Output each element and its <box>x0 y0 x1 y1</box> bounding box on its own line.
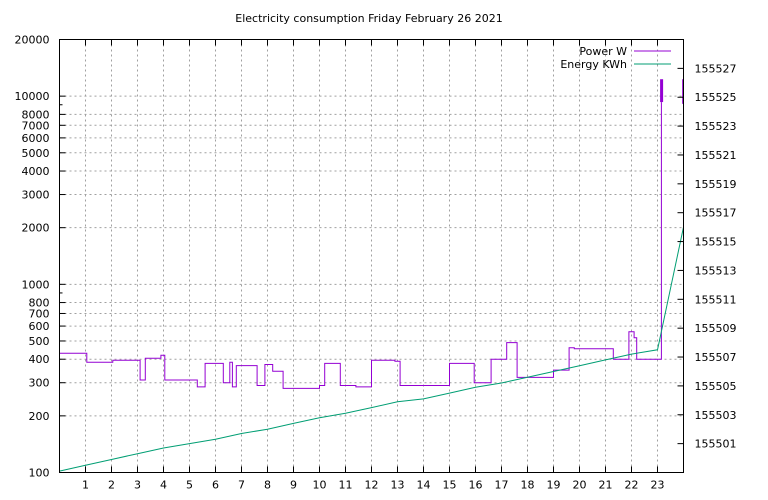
y-left-tick-label: 7000 <box>22 119 50 132</box>
legend-label-power: Power W <box>579 45 627 58</box>
y-right-tick-label: 155527 <box>695 62 737 75</box>
y-right-tick-label: 155525 <box>695 91 737 104</box>
plot-series <box>59 79 684 472</box>
energy-series-line <box>59 226 684 472</box>
x-tick-label: 15 <box>443 479 457 492</box>
legend: Power W Energy KWh <box>560 45 671 71</box>
x-tick-label: 10 <box>313 479 327 492</box>
x-tick-label: 17 <box>495 479 509 492</box>
y-left-tick-label: 100 <box>29 467 50 480</box>
x-tick-label: 6 <box>212 479 219 492</box>
y-right-tick-label: 155519 <box>695 178 737 191</box>
power-series-line <box>59 102 662 389</box>
y-left-tick-label: 2000 <box>22 222 50 235</box>
y-left-tick-label: 5000 <box>22 147 50 160</box>
x-tick-label: 18 <box>521 479 535 492</box>
y-left-tick-label: 8000 <box>22 108 50 121</box>
x-tick-label: 2 <box>108 479 115 492</box>
y-left-tick-label: 300 <box>29 377 50 390</box>
x-tick-label: 20 <box>573 479 587 492</box>
y-left-tick-label: 200 <box>29 410 50 423</box>
x-tick-label: 13 <box>391 479 405 492</box>
x-tick-label: 4 <box>160 479 167 492</box>
x-tick-label: 14 <box>417 479 431 492</box>
x-tick-label: 11 <box>339 479 353 492</box>
x-tick-label: 16 <box>469 479 483 492</box>
x-tick-label: 19 <box>547 479 561 492</box>
y-right-tick-label: 155505 <box>695 380 737 393</box>
x-tick-label: 21 <box>599 479 613 492</box>
y-left-tick-label: 800 <box>29 297 50 310</box>
y-right-tick-label: 155503 <box>695 409 737 422</box>
y-left-tick-label: 6000 <box>22 132 50 145</box>
x-tick-label: 1 <box>82 479 89 492</box>
x-tick-label: 5 <box>186 479 193 492</box>
power-spike <box>660 79 664 103</box>
x-tick-label: 23 <box>651 479 665 492</box>
y-right-tick-label: 155507 <box>695 351 737 364</box>
y-left-tick-label: 1000 <box>22 278 50 291</box>
y-right-tick-label: 155511 <box>695 293 737 306</box>
axes: 1 2 3 4 5 6 7 8 9 10 11 12 13 14 15 16 17 18 19 20 21 22 23100… <box>15 34 737 492</box>
power-fluctuation-band <box>682 79 684 104</box>
y-right-tick-label: 155513 <box>695 264 737 277</box>
x-tick-label: 22 <box>625 479 639 492</box>
y-right-tick-label: 155523 <box>695 120 737 133</box>
y-right-tick-label: 155521 <box>695 149 737 162</box>
y-right-tick-label: 155501 <box>695 438 737 451</box>
chart-title: Electricity consumption Friday February … <box>235 12 502 25</box>
y-left-tick-label: 3000 <box>22 189 50 202</box>
y-left-tick-label: 400 <box>29 353 50 366</box>
y-right-tick-label: 155509 <box>695 322 737 335</box>
y-left-tick-label: 600 <box>29 320 50 333</box>
x-tick-label: 9 <box>290 479 297 492</box>
y-left-tick-label: 20000 <box>15 34 50 47</box>
x-tick-label: 3 <box>134 479 141 492</box>
y-left-tick-label: 700 <box>29 307 50 320</box>
y-right-tick-label: 155517 <box>695 207 737 220</box>
x-tick-label: 7 <box>238 479 245 492</box>
x-tick-label: 8 <box>264 479 271 492</box>
y-left-tick-label: 4000 <box>22 165 50 178</box>
x-tick-label: 12 <box>365 479 379 492</box>
y-left-tick-label: 10000 <box>15 90 50 103</box>
legend-label-energy: Energy KWh <box>560 58 627 71</box>
y-right-tick-label: 155515 <box>695 236 737 249</box>
grid-lines <box>59 39 684 473</box>
y-left-tick-label: 500 <box>29 335 50 348</box>
